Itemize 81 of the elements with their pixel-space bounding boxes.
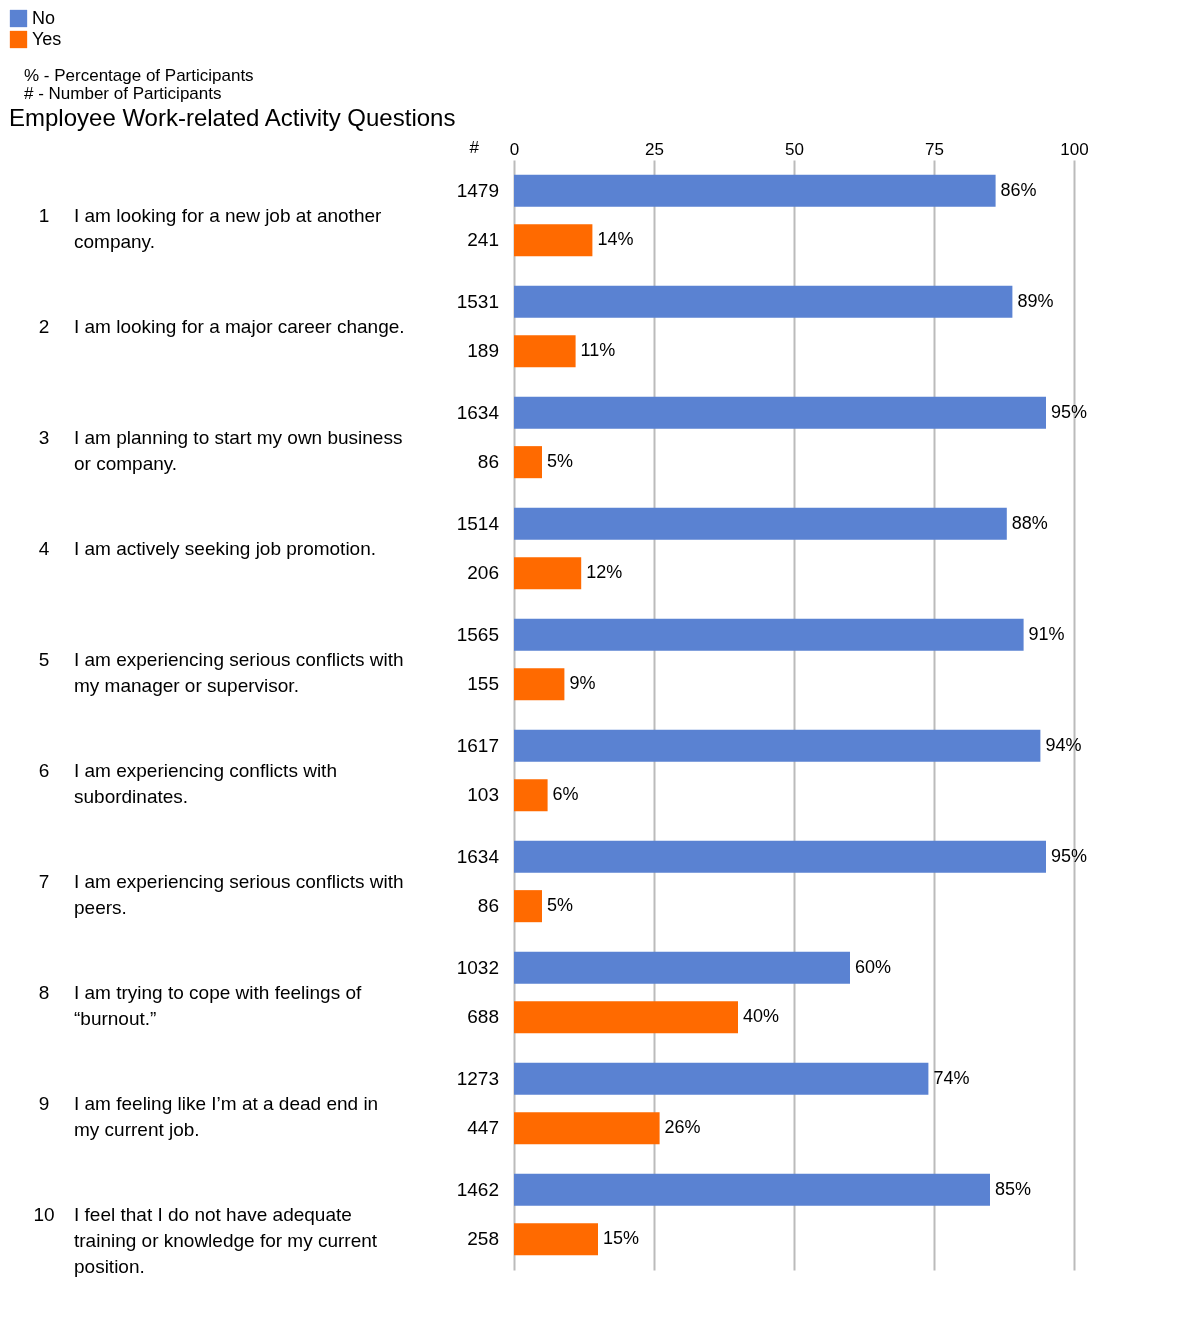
x-tick-label: 0 — [509, 139, 520, 159]
text: 1462 — [456, 1178, 499, 1200]
text: 258 — [467, 1228, 499, 1250]
data-label: 9% — [569, 673, 596, 694]
bar — [514, 396, 1046, 429]
data-label: 95% — [1051, 845, 1088, 866]
text: 1617 — [456, 734, 499, 756]
data-label: 6% — [552, 784, 579, 805]
category-label: 7 I am experiencing serious conflicts with peers. — [38, 870, 404, 918]
bar — [514, 174, 996, 207]
text: 1565 — [456, 623, 499, 645]
data-label: 91% — [1028, 623, 1065, 644]
text: 1531 — [456, 290, 499, 312]
text: 1634 — [456, 401, 500, 423]
text: 447 — [467, 1117, 499, 1139]
data-label: 5% — [547, 451, 574, 472]
x-tick-label: 100 — [1060, 139, 1089, 159]
text: # - Number of Participants — [24, 84, 222, 103]
bar — [514, 1001, 738, 1034]
text: 1479 — [456, 179, 499, 201]
category-label: 3 I am planning to start my own business or company. — [38, 426, 403, 474]
data-label: 26% — [664, 1117, 701, 1138]
data-label: 74% — [933, 1067, 970, 1088]
x-tick-label: 25 — [645, 139, 664, 159]
bar — [514, 1062, 929, 1095]
data-label: 88% — [1011, 512, 1048, 533]
data-label: 85% — [995, 1178, 1032, 1199]
legend-label: No — [32, 7, 56, 28]
legend-label: Yes — [32, 28, 62, 49]
category-label: 1 I am looking for a new job at another company. — [38, 204, 382, 252]
bar — [514, 1112, 660, 1145]
category-label: 2 I am looking for a major career change. — [38, 315, 405, 337]
text: 1032 — [456, 956, 499, 978]
category-label: 8 I am trying to cope with feelings of “burnout.” — [38, 981, 362, 1029]
data-label: 89% — [1017, 290, 1054, 311]
text: 1514 — [456, 512, 500, 534]
bar — [514, 890, 542, 923]
data-label: 5% — [547, 895, 574, 916]
bar — [514, 285, 1013, 318]
text: 241 — [467, 229, 499, 251]
data-label: 86% — [1000, 179, 1037, 200]
text: % - Percentage of Participants — [24, 66, 254, 85]
text: 1634 — [456, 845, 500, 867]
data-label: 40% — [743, 1006, 780, 1027]
data-label: 12% — [586, 562, 623, 583]
text: Employee Work-related Activity Questions — [9, 104, 456, 131]
text: 1273 — [456, 1067, 499, 1089]
text: 86 — [477, 451, 499, 473]
data-label: 95% — [1051, 401, 1088, 422]
text: 688 — [467, 1006, 499, 1028]
category-label: 10 I feel that I do not have adequate training or knowledge for my current position. — [33, 1203, 378, 1277]
bar — [514, 951, 850, 984]
bar — [514, 507, 1007, 540]
bar — [514, 1223, 598, 1256]
data-label: 15% — [603, 1228, 640, 1249]
text: 86 — [477, 895, 499, 917]
text: 103 — [467, 784, 499, 806]
text: 189 — [467, 340, 499, 362]
bar — [514, 557, 582, 590]
text: # — [469, 138, 480, 157]
bar — [514, 618, 1024, 651]
data-label: 60% — [855, 956, 892, 977]
x-tick-label: 75 — [925, 139, 944, 159]
data-label: 11% — [580, 340, 616, 361]
bar — [514, 1173, 990, 1206]
x-tick-label: 50 — [785, 139, 804, 159]
bar — [514, 668, 565, 701]
bar — [514, 335, 576, 368]
category-label: 5 I am experiencing serious conflicts with my manager or supervisor. — [38, 648, 404, 696]
bar — [514, 224, 593, 257]
category-label: 9 I am feeling like I’m at a dead end in my current job. — [38, 1092, 379, 1140]
text: 206 — [467, 562, 499, 584]
text: 155 — [467, 673, 499, 695]
category-label: 6 I am experiencing conflicts with subordinates. — [38, 759, 337, 807]
bar — [514, 446, 542, 479]
data-label: 14% — [597, 229, 634, 250]
bar — [514, 779, 548, 812]
data-label: 94% — [1045, 734, 1082, 755]
bar — [514, 729, 1041, 762]
category-label: 4 I am actively seeking job promotion. — [38, 537, 377, 559]
bar — [514, 840, 1046, 873]
